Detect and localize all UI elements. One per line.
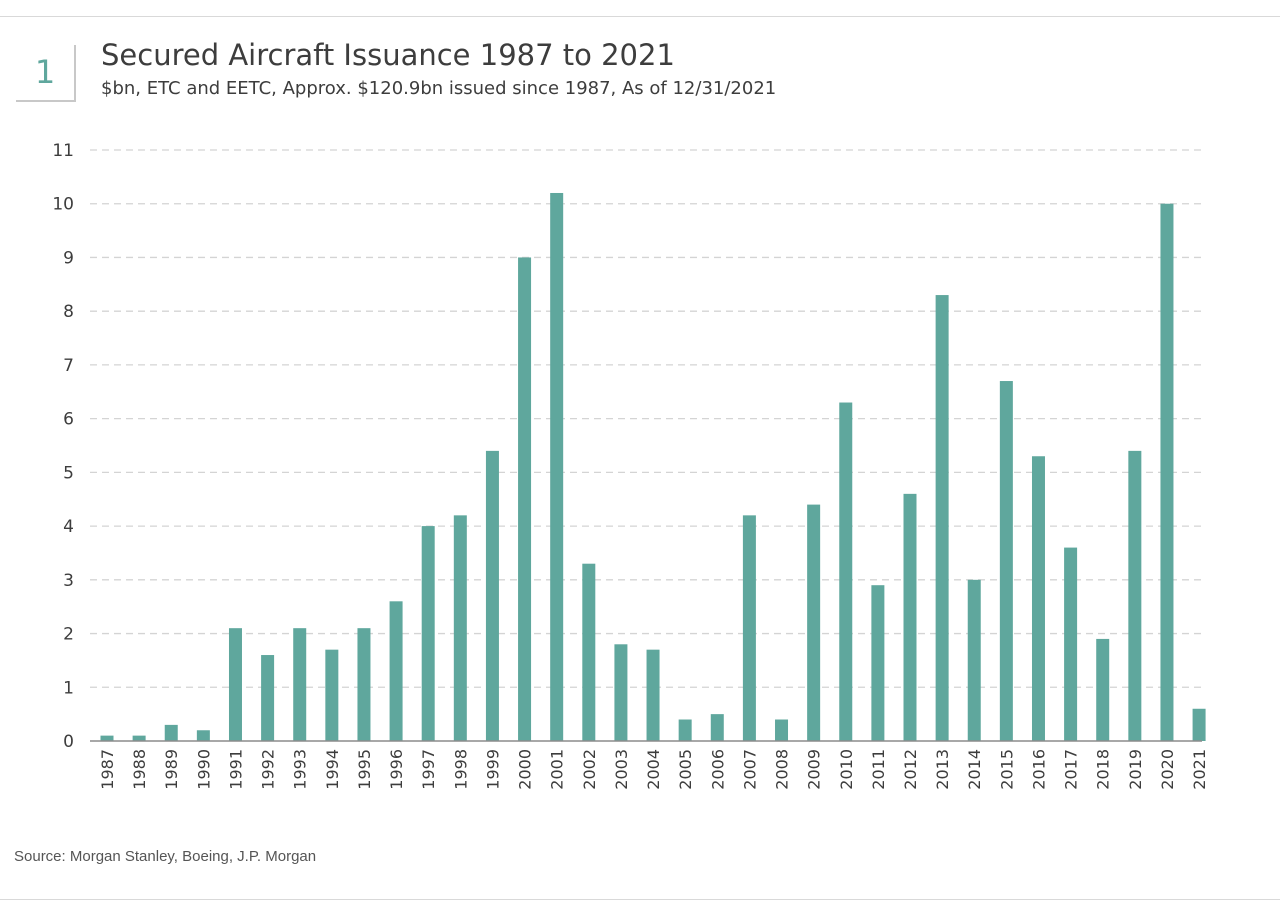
bottom-divider: [0, 899, 1280, 900]
x-tick-label: 1992: [259, 749, 278, 790]
bar-1989: [164, 724, 178, 741]
bar-1998: [453, 515, 467, 741]
x-tick-label: 1988: [130, 749, 149, 790]
x-tick-label: 1995: [355, 749, 374, 790]
bar-1995: [357, 628, 371, 741]
bar-2012: [903, 493, 917, 741]
bar-2006: [710, 714, 724, 741]
x-tick-label: 2008: [773, 749, 792, 790]
x-tick-label: 2010: [837, 749, 856, 790]
chart-subtitle: $bn, ETC and EETC, Approx. $120.9bn issu…: [101, 78, 777, 99]
source-note: Source: Morgan Stanley, Boeing, J.P. Mor…: [14, 848, 317, 865]
bar-2013: [935, 295, 949, 741]
bar-1987: [100, 735, 114, 741]
y-tick-label: 9: [63, 248, 74, 268]
x-tick-label: 2007: [740, 749, 759, 790]
x-tick-label: 2017: [1062, 749, 1081, 790]
y-tick-label: 2: [63, 625, 74, 645]
bar-2011: [871, 585, 885, 741]
x-tick-label: 2005: [676, 749, 695, 790]
x-tick-label: 2004: [644, 749, 663, 790]
x-tick-label: 2002: [580, 749, 599, 790]
x-tick-label: 1999: [483, 749, 502, 790]
x-tick-label: 1987: [98, 749, 117, 790]
y-tick-label: 10: [52, 195, 74, 215]
y-axis-ticks: 0 1 2 3 4 5 6 7 8 9 10 11: [52, 141, 74, 752]
y-tick-label: 0: [63, 732, 74, 752]
x-tick-label: 2019: [1126, 749, 1145, 790]
x-tick-label: 2021: [1190, 749, 1209, 790]
bar-1992: [261, 655, 275, 741]
section-number: 1: [34, 53, 56, 91]
bar-2016: [1031, 456, 1045, 741]
x-tick-label: 1998: [451, 749, 470, 790]
bar-1990: [196, 730, 210, 741]
bar-2021: [1192, 708, 1206, 741]
x-tick-label: 2012: [901, 749, 920, 790]
bar-2003: [614, 644, 628, 741]
x-tick-label: 2006: [708, 749, 727, 790]
x-tick-label: 1991: [226, 749, 245, 790]
bar-2007: [742, 515, 756, 741]
bar-2002: [582, 563, 596, 741]
chart-title: Secured Aircraft Issuance 1987 to 2021: [101, 38, 675, 72]
bar-1999: [485, 450, 499, 741]
bar-2014: [967, 579, 981, 741]
bar-2015: [999, 381, 1013, 741]
section-number-badge: 1: [16, 45, 76, 102]
x-tick-label: 2015: [997, 749, 1016, 790]
x-tick-label: 1996: [387, 749, 406, 790]
bar-2008: [775, 719, 789, 741]
x-tick-label: 1990: [194, 749, 213, 790]
bars: [100, 192, 1206, 741]
y-tick-label: 5: [63, 463, 74, 483]
bar-1991: [228, 628, 242, 741]
x-tick-label: 2009: [805, 749, 824, 790]
x-tick-label: 2003: [612, 749, 631, 790]
bar-2009: [807, 504, 821, 741]
bar-1988: [132, 735, 146, 741]
x-tick-label: 1993: [291, 749, 310, 790]
y-tick-label: 3: [63, 571, 74, 591]
bar-2001: [550, 192, 564, 741]
x-tick-label: 2013: [933, 749, 952, 790]
top-divider: [0, 16, 1280, 17]
x-tick-label: 1994: [323, 749, 342, 790]
x-tick-label: 1989: [162, 749, 181, 790]
x-tick-label: 2018: [1094, 749, 1113, 790]
x-tick-label: 2000: [516, 749, 535, 790]
y-tick-label: 1: [63, 678, 74, 698]
bar-1994: [325, 649, 339, 741]
bar-2005: [678, 719, 692, 741]
bar-2004: [646, 649, 660, 741]
x-tick-label: 2020: [1158, 749, 1177, 790]
x-tick-label: 2016: [1029, 749, 1048, 790]
y-tick-label: 6: [63, 410, 74, 430]
y-tick-label: 8: [63, 302, 74, 322]
x-tick-label: 2011: [869, 749, 888, 790]
bar-1996: [389, 601, 403, 741]
gridlines: [90, 149, 1202, 688]
bar-1997: [421, 526, 435, 741]
bar-2018: [1096, 638, 1110, 741]
y-tick-label: 11: [52, 141, 74, 161]
bar-2017: [1064, 547, 1078, 741]
bar-2019: [1128, 450, 1142, 741]
bar-2000: [518, 257, 532, 741]
x-axis-ticks: 1987 1988 1989 1990 1991 1992 1993 1994 1995 1996…: [98, 749, 1209, 790]
bar-1993: [293, 628, 307, 741]
y-tick-label: 7: [63, 356, 74, 376]
y-tick-label: 4: [63, 517, 74, 537]
bar-2010: [839, 402, 853, 741]
x-tick-label: 1997: [419, 749, 438, 790]
x-tick-label: 2014: [965, 749, 984, 790]
x-tick-label: 2001: [548, 749, 567, 790]
bar-2020: [1160, 203, 1174, 741]
